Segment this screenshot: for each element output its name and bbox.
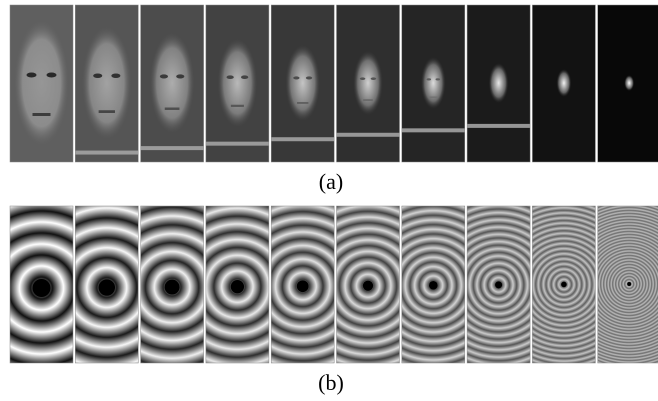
face-image xyxy=(141,5,204,162)
phase-image xyxy=(271,206,334,363)
face-image xyxy=(75,5,138,162)
face-image xyxy=(337,5,400,162)
phase-image xyxy=(141,206,204,363)
face-image xyxy=(402,5,465,162)
face-image xyxy=(532,5,595,162)
phase-image xyxy=(598,206,658,363)
row-b xyxy=(10,206,658,363)
panel-label: (b) xyxy=(318,370,344,395)
phase-image xyxy=(337,206,400,363)
panel-label: (a) xyxy=(319,169,343,194)
phase-image xyxy=(206,206,269,363)
phase-image xyxy=(10,206,73,363)
phase-image xyxy=(532,206,595,363)
row-a xyxy=(10,5,658,162)
phase-image xyxy=(467,206,530,363)
face-image xyxy=(10,5,73,162)
figure: (a) (b) xyxy=(0,0,658,401)
face-image xyxy=(206,5,269,162)
face-image xyxy=(271,5,334,162)
phase-image xyxy=(402,206,465,363)
face-image xyxy=(467,5,530,162)
face-image xyxy=(598,5,658,162)
phase-image xyxy=(75,206,138,363)
